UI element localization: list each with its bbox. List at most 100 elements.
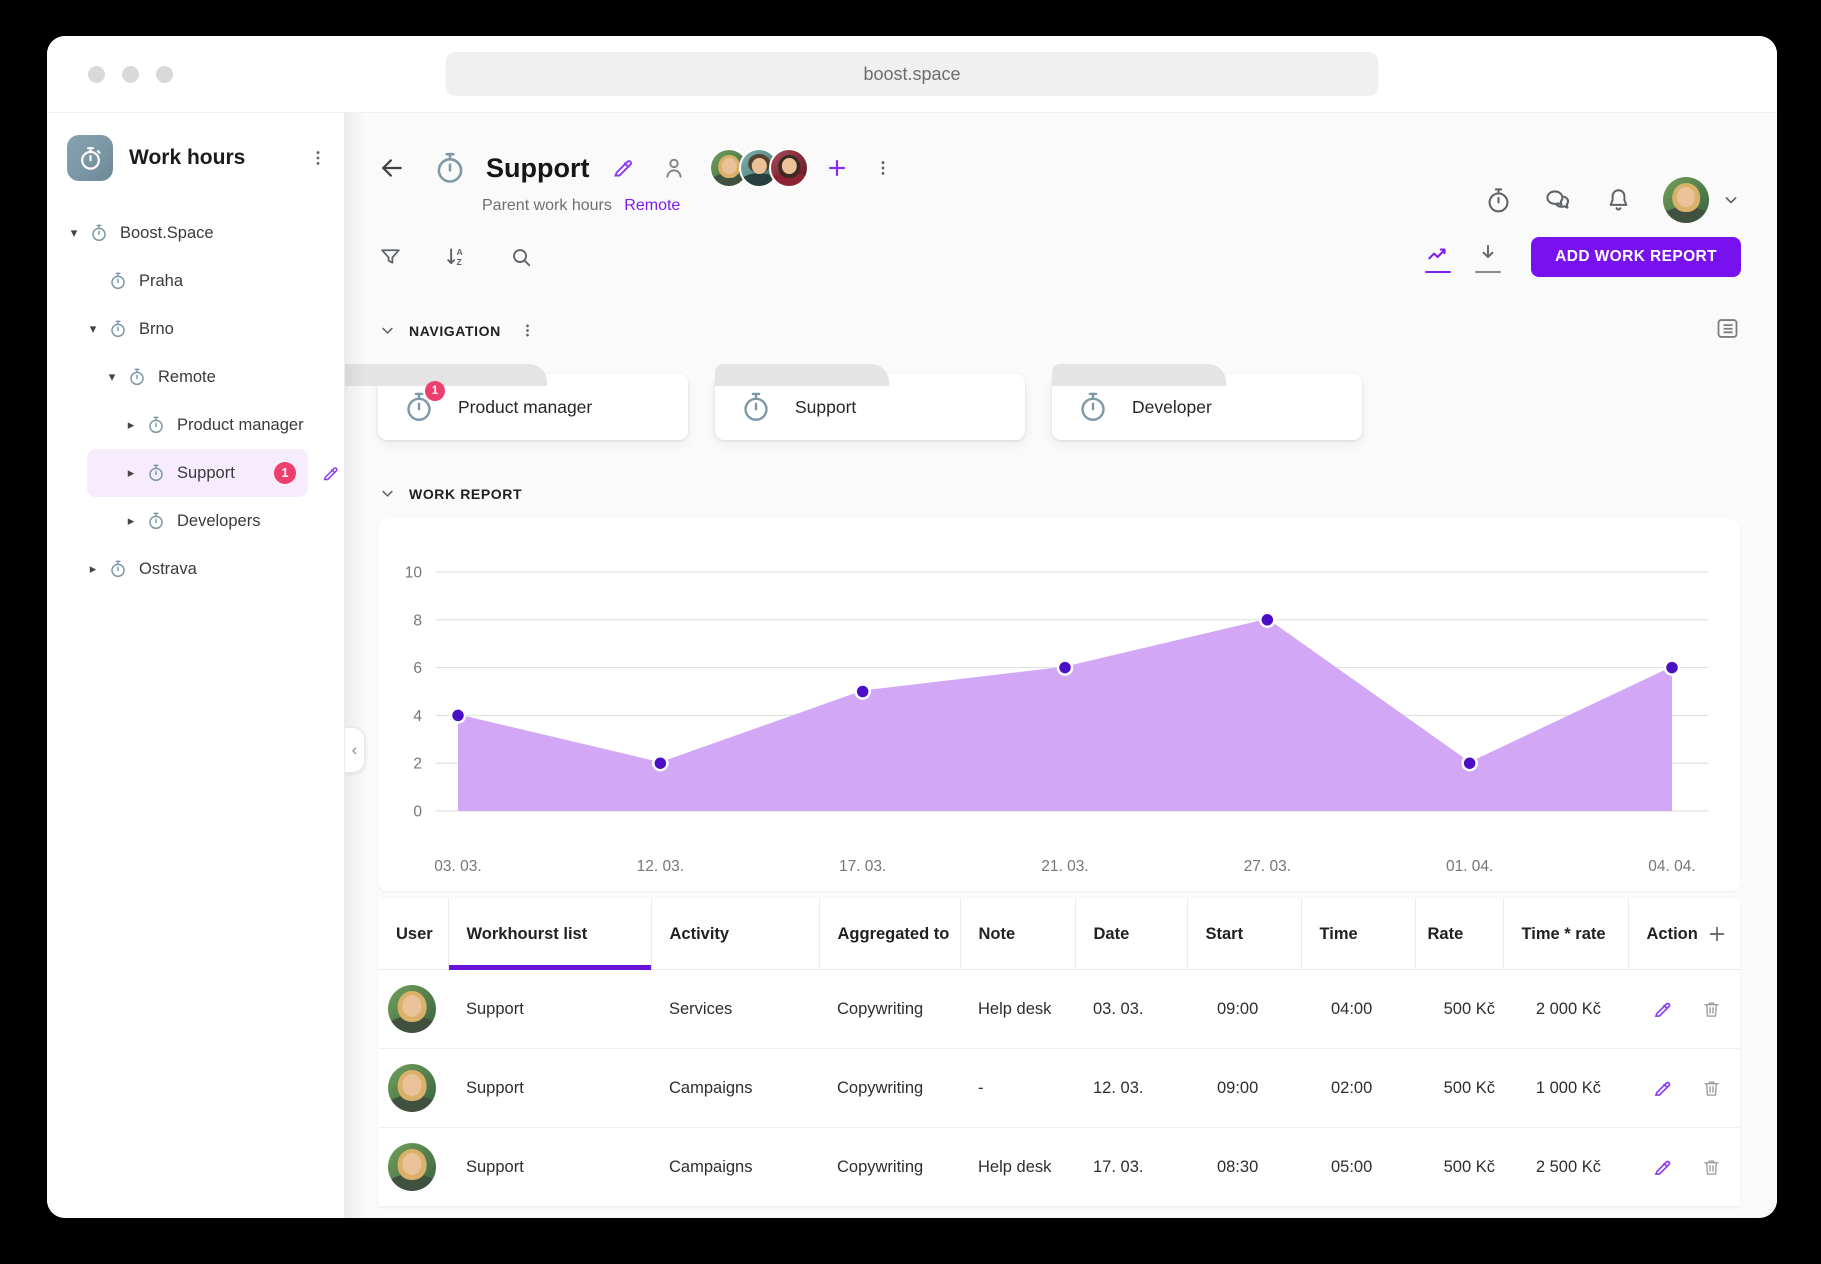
add-work-report-button[interactable]: ADD WORK REPORT bbox=[1531, 237, 1741, 277]
stopwatch-icon bbox=[739, 390, 773, 424]
tree-item-developers[interactable]: ▸ Developers bbox=[47, 497, 344, 545]
window-controls bbox=[88, 65, 173, 83]
stopwatch-icon bbox=[146, 511, 166, 531]
col-header-start[interactable]: Start bbox=[1186, 899, 1301, 970]
sidebar: Work hours ▾ Boost.Space Praha bbox=[47, 113, 345, 1218]
chevron-down-icon bbox=[1721, 190, 1741, 210]
col-header-rate[interactable]: Rate bbox=[1414, 899, 1503, 970]
minimize-window-button[interactable] bbox=[122, 65, 139, 83]
cell-date: 03. 03. bbox=[1075, 969, 1187, 1049]
work-report-chart-card: 0 2 4 6 8 10 03. 03. 12. 03. 17. 03. 21. 03. 27. 0… bbox=[378, 519, 1740, 891]
table-row[interactable]: Support Campaigns Copywriting Help desk … bbox=[378, 1127, 1740, 1207]
table-row[interactable]: Support Services Copywriting Help desk 0… bbox=[378, 969, 1740, 1049]
chart-view-toggle[interactable] bbox=[1425, 241, 1452, 274]
nav-card-label: Support bbox=[795, 396, 857, 417]
line-chart-icon bbox=[1428, 248, 1446, 260]
navigation-kebab-menu[interactable] bbox=[519, 322, 536, 339]
avatar[interactable] bbox=[769, 148, 810, 188]
svg-text:04. 04.: 04. 04. bbox=[1648, 858, 1695, 875]
caret-down-icon[interactable]: ▾ bbox=[89, 321, 97, 336]
breadcrumb-label: Parent work hours bbox=[482, 197, 612, 214]
back-button[interactable] bbox=[378, 154, 406, 182]
assignee-person-icon[interactable] bbox=[661, 155, 687, 181]
svg-text:21. 03.: 21. 03. bbox=[1041, 858, 1088, 875]
tree-item-boost-space[interactable]: ▾ Boost.Space bbox=[47, 209, 344, 257]
col-header-user[interactable]: User bbox=[378, 899, 448, 970]
caret-right-icon[interactable]: ▸ bbox=[89, 561, 97, 576]
tree-item-brno[interactable]: ▾ Brno bbox=[47, 305, 344, 353]
tree-item-support-selected[interactable]: ▸ Support 1 bbox=[87, 449, 338, 497]
stopwatch-icon bbox=[1076, 390, 1110, 424]
breadcrumb-parent-link[interactable]: Remote bbox=[624, 197, 681, 214]
member-avatars[interactable] bbox=[709, 148, 810, 188]
col-header-action: Action bbox=[1627, 899, 1740, 970]
notifications-bell-icon[interactable] bbox=[1604, 186, 1633, 215]
col-header-activity[interactable]: Activity bbox=[650, 899, 819, 970]
user-menu[interactable] bbox=[1663, 177, 1741, 223]
sidebar-collapse-handle[interactable]: ‹ bbox=[345, 727, 365, 773]
delete-row-trash-icon[interactable] bbox=[1701, 1157, 1722, 1178]
search-icon[interactable] bbox=[509, 245, 534, 270]
list-view-icon[interactable] bbox=[1714, 315, 1741, 342]
nav-card-developer[interactable]: Developer bbox=[1052, 364, 1362, 440]
chevron-down-icon[interactable] bbox=[378, 484, 397, 503]
tree-item-product-manager[interactable]: ▸ Product manager bbox=[47, 401, 344, 449]
col-header-workhourst-list[interactable]: Workhourst list bbox=[447, 899, 651, 970]
col-header-aggregated-to[interactable]: Aggregated to bbox=[818, 899, 960, 970]
workspace-tree: ▾ Boost.Space Praha ▾ Brno ▾ Re bbox=[47, 209, 344, 593]
close-window-button[interactable] bbox=[88, 65, 105, 83]
nav-card-support[interactable]: Support bbox=[715, 364, 1025, 440]
cell-note: - bbox=[960, 1048, 1075, 1128]
zoom-window-button[interactable] bbox=[156, 65, 173, 83]
download-button[interactable] bbox=[1475, 241, 1502, 274]
delete-row-trash-icon[interactable] bbox=[1701, 1078, 1722, 1099]
sidebar-kebab-menu[interactable] bbox=[308, 148, 328, 168]
time-tracker-icon[interactable] bbox=[1484, 186, 1513, 215]
cell-activity: Campaigns bbox=[651, 1127, 819, 1207]
nav-card-product-manager[interactable]: 1 Product manager bbox=[345, 364, 688, 440]
delete-row-trash-icon[interactable] bbox=[1701, 999, 1722, 1020]
tree-item-praha[interactable]: Praha bbox=[47, 257, 344, 305]
cell-start: 08:30 bbox=[1187, 1127, 1301, 1207]
tree-item-label: Brno bbox=[139, 319, 174, 338]
svg-text:10: 10 bbox=[405, 565, 423, 582]
edit-title-pencil-icon[interactable] bbox=[611, 156, 635, 180]
tree-item-remote[interactable]: ▾ Remote bbox=[47, 353, 344, 401]
caret-right-icon[interactable]: ▸ bbox=[127, 513, 135, 528]
chevron-down-icon[interactable] bbox=[378, 321, 397, 340]
tree-item-ostrava[interactable]: ▸ Ostrava bbox=[47, 545, 344, 593]
svg-text:8: 8 bbox=[413, 612, 422, 629]
tree-item-label: Boost.Space bbox=[120, 223, 214, 242]
cell-activity: Campaigns bbox=[651, 1048, 819, 1128]
stopwatch-icon bbox=[127, 367, 147, 387]
global-actions bbox=[1484, 177, 1741, 223]
table-row[interactable]: Support Campaigns Copywriting - 12. 03. … bbox=[378, 1048, 1740, 1128]
svg-text:12. 03.: 12. 03. bbox=[637, 858, 684, 875]
add-member-button[interactable] bbox=[825, 156, 849, 180]
caret-right-icon[interactable]: ▸ bbox=[127, 465, 135, 480]
app-title: Work hours bbox=[129, 146, 246, 169]
url-bar[interactable]: boost.space bbox=[445, 52, 1379, 96]
edit-row-pencil-icon[interactable] bbox=[1652, 1078, 1673, 1099]
add-column-icon[interactable] bbox=[1706, 923, 1728, 945]
col-header-note[interactable]: Note bbox=[959, 899, 1075, 970]
page-kebab-menu[interactable] bbox=[873, 158, 893, 178]
col-header-date[interactable]: Date bbox=[1074, 899, 1187, 970]
edit-row-pencil-icon[interactable] bbox=[1652, 1157, 1673, 1178]
edit-pencil-icon[interactable] bbox=[321, 464, 340, 483]
caret-right-icon[interactable]: ▸ bbox=[127, 417, 135, 432]
cell-time: 02:00 bbox=[1301, 1048, 1415, 1128]
edit-row-pencil-icon[interactable] bbox=[1652, 999, 1673, 1020]
cell-workhourst-list: Support bbox=[448, 1127, 651, 1207]
caret-down-icon[interactable]: ▾ bbox=[108, 369, 116, 384]
caret-down-icon[interactable]: ▾ bbox=[70, 225, 78, 240]
chat-icon[interactable] bbox=[1543, 185, 1574, 216]
cell-activity: Services bbox=[651, 969, 819, 1049]
cell-workhourst-list: Support bbox=[448, 969, 651, 1049]
col-header-time[interactable]: Time bbox=[1300, 899, 1415, 970]
current-user-avatar[interactable] bbox=[1663, 177, 1709, 223]
filter-icon[interactable] bbox=[378, 245, 403, 270]
cell-date: 17. 03. bbox=[1075, 1127, 1187, 1207]
col-header-time-rate[interactable]: Time * rate bbox=[1502, 899, 1628, 970]
